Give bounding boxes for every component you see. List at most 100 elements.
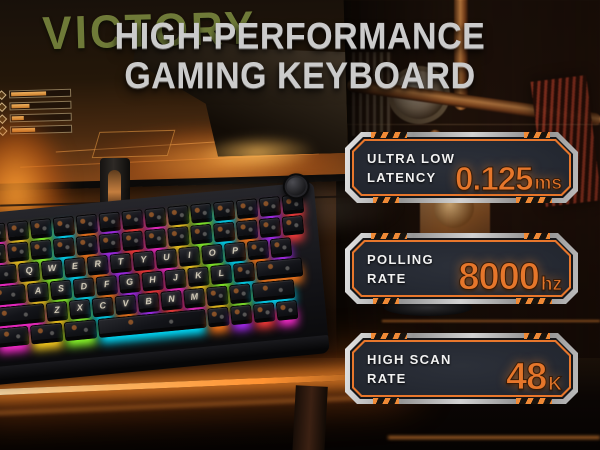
badge-label-line2: RATE bbox=[367, 370, 407, 386]
hazard-stripes bbox=[524, 233, 550, 239]
key: E bbox=[63, 256, 87, 278]
badge-value-unit: ms bbox=[534, 173, 562, 195]
key bbox=[98, 232, 122, 254]
key bbox=[0, 222, 7, 244]
headline-line2: GAMING KEYBOARD bbox=[124, 54, 476, 97]
badge-value-number: 48 bbox=[505, 355, 547, 398]
key bbox=[251, 279, 296, 302]
key bbox=[189, 223, 213, 245]
key bbox=[0, 263, 18, 286]
badge-value: 8000 hz bbox=[458, 255, 563, 298]
hud-bar-fill bbox=[11, 103, 30, 109]
key: R bbox=[86, 254, 110, 276]
key bbox=[144, 228, 167, 250]
badge-panel bbox=[354, 141, 569, 194]
key bbox=[75, 234, 99, 256]
key: G bbox=[118, 272, 142, 294]
key bbox=[121, 209, 145, 231]
hud-diamond-icon bbox=[0, 101, 7, 112]
badge-value: 0.125 ms bbox=[454, 159, 562, 197]
key bbox=[269, 237, 293, 259]
key: V bbox=[114, 294, 138, 316]
hazard-stripes bbox=[371, 132, 407, 138]
hazard-stripes bbox=[516, 398, 552, 404]
key: J bbox=[164, 268, 187, 290]
badge-panel bbox=[354, 242, 569, 295]
key: S bbox=[49, 279, 73, 301]
key: A bbox=[26, 281, 50, 303]
key bbox=[252, 302, 276, 323]
badge-value-number: 0.125 bbox=[454, 159, 534, 197]
key bbox=[258, 217, 282, 239]
key bbox=[0, 283, 27, 307]
key bbox=[228, 283, 252, 305]
hazard-stripes bbox=[516, 298, 552, 304]
headline: HIGH-PERFORMANCE GAMING KEYBOARD bbox=[0, 16, 600, 95]
key: Q bbox=[17, 261, 41, 283]
key: F bbox=[95, 275, 119, 296]
key-enter bbox=[255, 257, 304, 281]
key bbox=[52, 215, 76, 237]
key bbox=[52, 236, 76, 258]
key bbox=[29, 322, 64, 345]
key: M bbox=[183, 287, 206, 309]
key: P bbox=[223, 241, 247, 263]
key: X bbox=[68, 298, 92, 320]
key bbox=[29, 218, 53, 239]
key: H bbox=[141, 270, 164, 292]
hazard-stripes bbox=[524, 333, 550, 339]
key bbox=[246, 239, 270, 261]
key: N bbox=[160, 289, 183, 311]
key bbox=[212, 221, 236, 243]
key bbox=[75, 213, 99, 235]
key bbox=[63, 319, 98, 342]
key bbox=[207, 306, 230, 328]
key bbox=[275, 299, 299, 321]
badge-label-line1: ULTRA LOW bbox=[367, 150, 456, 166]
key bbox=[167, 225, 190, 247]
spec-badge-latency: ULTRA LOW LATENCY 0.125 ms bbox=[345, 132, 578, 203]
key bbox=[235, 198, 259, 220]
key bbox=[232, 261, 256, 283]
badge-label-line1: HIGH SCAN bbox=[367, 351, 452, 367]
badge-value: 48 K bbox=[505, 355, 563, 398]
key bbox=[235, 219, 259, 241]
shelf-rim-light bbox=[388, 436, 600, 439]
key bbox=[144, 207, 167, 228]
badge-label: HIGH SCAN RATE bbox=[367, 352, 452, 386]
key bbox=[121, 230, 145, 252]
hazard-stripes bbox=[524, 132, 550, 138]
key bbox=[29, 239, 53, 261]
key: T bbox=[109, 252, 133, 274]
desk-leg bbox=[292, 385, 328, 450]
key bbox=[189, 202, 213, 224]
hazard-stripes bbox=[371, 333, 407, 339]
key bbox=[229, 304, 253, 326]
key bbox=[6, 241, 30, 263]
spec-badge-scan-rate: HIGH SCAN RATE 48 K bbox=[345, 333, 578, 404]
hazard-stripes bbox=[373, 398, 399, 404]
badge-label-line1: POLLING bbox=[367, 251, 434, 267]
badge-label-line2: RATE bbox=[367, 270, 407, 286]
muzzle-glow bbox=[197, 132, 319, 173]
badge-label: POLLING RATE bbox=[367, 252, 434, 286]
badge-label: ULTRA LOW LATENCY bbox=[367, 151, 455, 185]
hazard-stripes bbox=[371, 233, 407, 239]
key: Y bbox=[132, 250, 156, 272]
key bbox=[258, 196, 282, 217]
key: B bbox=[137, 292, 161, 314]
badge-label-line2: LATENCY bbox=[367, 169, 437, 185]
key: I bbox=[178, 245, 201, 267]
hud-bar bbox=[9, 100, 72, 111]
key: L bbox=[209, 263, 233, 285]
badge-value-unit: K bbox=[548, 374, 563, 396]
hud-objective-box bbox=[91, 129, 176, 159]
key bbox=[6, 220, 30, 242]
key: K bbox=[187, 266, 210, 288]
badge-value-number: 8000 bbox=[458, 255, 541, 298]
hazard-stripes bbox=[373, 298, 399, 304]
badge-panel bbox=[354, 342, 569, 395]
spec-badge-polling: POLLING RATE 8000 hz bbox=[345, 233, 578, 304]
key bbox=[281, 214, 305, 236]
